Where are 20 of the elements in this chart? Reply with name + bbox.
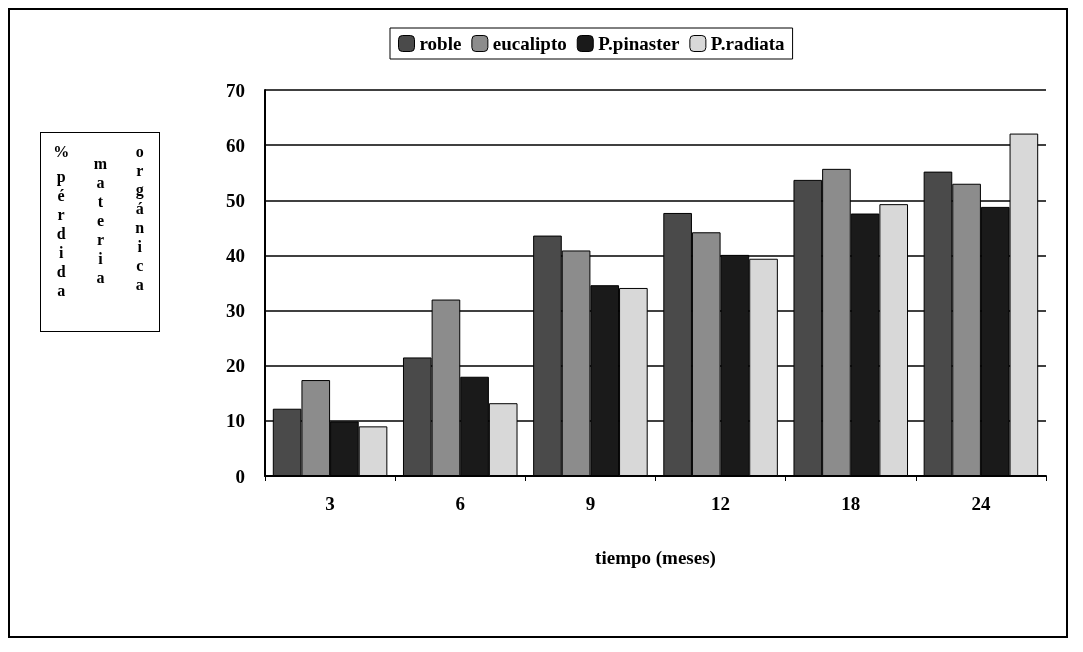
legend-label: eucalipto (492, 33, 567, 54)
y-tick-label: 70 (226, 79, 245, 101)
y-tick-label: 50 (226, 189, 245, 211)
x-tick-label: 12 (711, 493, 731, 514)
x-tick-label: 6 (455, 493, 465, 514)
x-axis-title: tiempo (meses) (595, 547, 716, 569)
legend-label: P.radiata (710, 33, 786, 54)
x-tick-label: 3 (325, 493, 335, 514)
x-tick-label: 18 (841, 493, 861, 514)
legend-label: P.pinaster (598, 33, 680, 54)
text: % pérdida materia orgánica (52, 143, 149, 301)
legend-label: roble (419, 33, 462, 54)
y-tick-label: 20 (226, 355, 245, 377)
x-tick-label: 9 (585, 493, 596, 514)
y-tick-label: 30 (226, 300, 245, 322)
y-tick-label: 0 (235, 465, 245, 487)
y-tick-label: 10 (226, 410, 245, 432)
x-tick-label: 24 (971, 493, 991, 514)
y-tick-label: 40 (226, 244, 245, 266)
y-tick-label: 60 (226, 134, 245, 156)
